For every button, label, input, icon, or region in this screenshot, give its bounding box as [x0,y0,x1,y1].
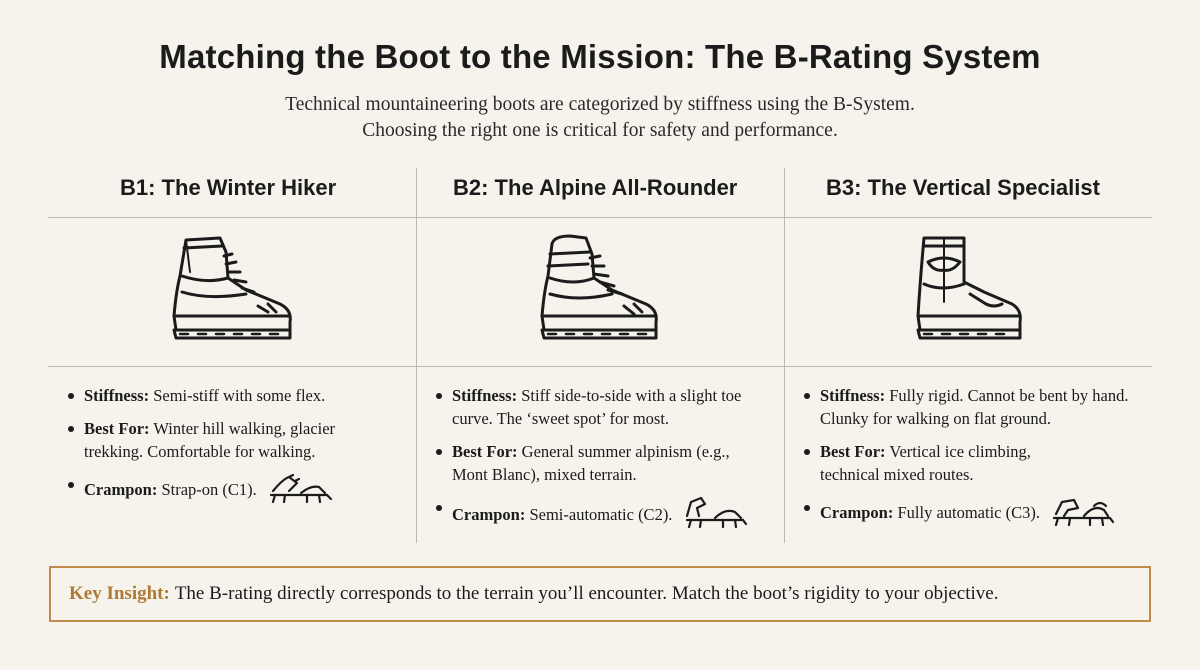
spec-bestfor-b1: Best For: Winter hill walking, glacier t… [66,417,384,463]
spec-label: Crampon: [820,503,894,522]
spec-stiffness-b3: Stiffness: Fully rigid. Cannot be bent b… [802,384,1150,430]
key-insight-label: Key Insight: [69,583,170,604]
page-subtitle: Technical mountaineering boots are categ… [0,92,1200,144]
header-divider [48,217,1152,218]
spec-crampon-b2: Crampon: Semi-automatic (C2). [434,496,774,534]
mountaineering-boot-icon [914,232,1026,344]
spec-text: Vertical ice climbing, technical mixed r… [820,442,1031,484]
boot-divider [48,366,1152,367]
spec-stiffness-b1: Stiffness: Semi-stiff with some flex. [66,384,396,407]
subtitle-line-2: Choosing the right one is critical for s… [362,120,838,141]
spec-text: Stiff side-to-side with a slight toe cur… [452,386,742,428]
spec-label: Best For: [452,442,518,461]
specs-list-b3: Stiffness: Fully rigid. Cannot be bent b… [802,384,1152,542]
spec-text: Fully automatic (C3). [897,503,1040,522]
spec-crampon-b3: Crampon: Fully automatic (C3). [802,496,1152,532]
spec-text: Strap-on (C1). [161,480,257,499]
spec-crampon-b1: Crampon: Strap-on (C1). [66,473,396,509]
strap-on-crampon-icon [267,473,333,509]
spec-label: Best For: [820,442,886,461]
specs-list-b2: Stiffness: Stiff side-to-side with a sli… [434,384,774,544]
subtitle-line-1: Technical mountaineering boots are categ… [285,94,915,115]
column-heading-b1: B1: The Winter Hiker [120,175,337,200]
spec-text: Semi-automatic (C2). [529,505,673,524]
spec-text: Fully rigid. Cannot be bent by hand. Clu… [820,386,1129,428]
column-divider-1 [416,168,417,543]
spec-text: General summer alpinism (e.g., Mont Blan… [452,442,730,484]
spec-label: Best For: [84,419,150,438]
semi-automatic-crampon-icon [683,496,747,534]
key-insight-text: The B-rating directly corresponds to the… [174,583,999,604]
alpine-boot-icon [538,232,664,344]
spec-text: Winter hill walking, glacier trekking. C… [84,419,336,461]
spec-text: Semi-stiff with some flex. [153,386,326,405]
spec-bestfor-b3: Best For: Vertical ice climbing, technic… [802,440,1080,486]
automatic-crampon-icon [1050,496,1115,532]
spec-label: Stiffness: [84,386,150,405]
specs-list-b1: Stiffness: Semi-stiff with some flex. Be… [66,384,396,519]
spec-bestfor-b2: Best For: General summer alpinism (e.g.,… [434,440,752,486]
key-insight-box: Key Insight: The B-rating directly corre… [49,566,1151,622]
spec-label: Stiffness: [820,386,886,405]
spec-label: Stiffness: [452,386,518,405]
hiking-boot-icon [168,232,298,344]
page-title: Matching the Boot to the Mission: The B-… [159,38,1041,75]
column-heading-b2: B2: The Alpine All-Rounder [453,175,738,200]
spec-label: Crampon: [84,480,158,499]
spec-stiffness-b2: Stiffness: Stiff side-to-side with a sli… [434,384,777,430]
column-heading-b3: B3: The Vertical Specialist [826,175,1100,200]
column-divider-2 [784,168,785,543]
spec-label: Crampon: [452,505,526,524]
